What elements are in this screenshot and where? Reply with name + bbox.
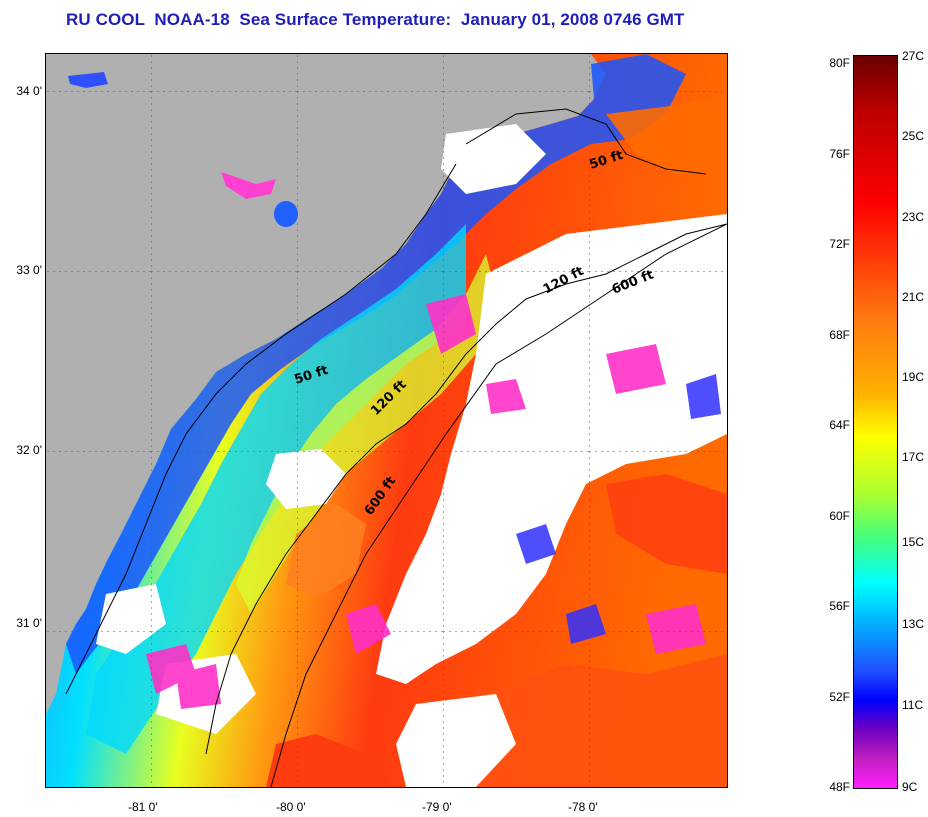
colorbar-celsius-tick: 27C <box>902 49 925 63</box>
colorbar-fahrenheit-tick: 72F <box>829 237 850 251</box>
isobath-600ft <box>270 223 727 787</box>
isobath-50ft <box>65 108 707 695</box>
latitude-label: 32 0' <box>16 443 42 457</box>
colorbar-celsius-tick: 17C <box>902 450 925 464</box>
colorbar-celsius-tick: 25C <box>902 129 925 143</box>
colorbar-celsius-tick: 19C <box>902 370 925 384</box>
colorbar-fahrenheit-tick: 64F <box>829 418 850 432</box>
colorbar-celsius-tick: 23C <box>902 210 925 224</box>
colorbar-fahrenheit-tick: 76F <box>829 147 850 161</box>
isobath-120ft <box>205 223 727 755</box>
colorbar-celsius-tick: 13C <box>902 617 925 631</box>
latitude-label: 31 0' <box>16 616 42 630</box>
temperature-colorbar <box>853 55 898 789</box>
sst-map[interactable]: 50 ft 50 ft 120 ft 120 ft 600 ft 600 ft <box>45 53 728 788</box>
latitude-label: 34 0' <box>16 84 42 98</box>
colorbar-fahrenheit-tick: 56F <box>829 599 850 613</box>
longitude-label: -79 0' <box>422 800 452 814</box>
colorbar-fahrenheit-tick: 48F <box>829 780 850 794</box>
colorbar-fahrenheit-tick: 52F <box>829 690 850 704</box>
colorbar-celsius-tick: 9C <box>902 780 918 794</box>
colorbar-fahrenheit-tick: 68F <box>829 328 850 342</box>
longitude-label: -78 0' <box>568 800 598 814</box>
latitude-label: 33 0' <box>16 263 42 277</box>
sst-map-canvas: 50 ft 50 ft 120 ft 120 ft 600 ft 600 ft <box>46 54 727 787</box>
colorbar-celsius-tick: 21C <box>902 290 925 304</box>
map-title: RU COOL NOAA-18 Sea Surface Temperature:… <box>66 10 685 29</box>
colorbar-celsius-tick: 15C <box>902 535 925 549</box>
colorbar-fahrenheit-tick: 60F <box>829 509 850 523</box>
graticule <box>46 54 727 787</box>
longitude-label: -81 0' <box>128 800 158 814</box>
colorbar-celsius-tick: 11C <box>902 698 924 712</box>
longitude-label: -80 0' <box>276 800 306 814</box>
colorbar-fahrenheit-tick: 80F <box>829 56 850 70</box>
